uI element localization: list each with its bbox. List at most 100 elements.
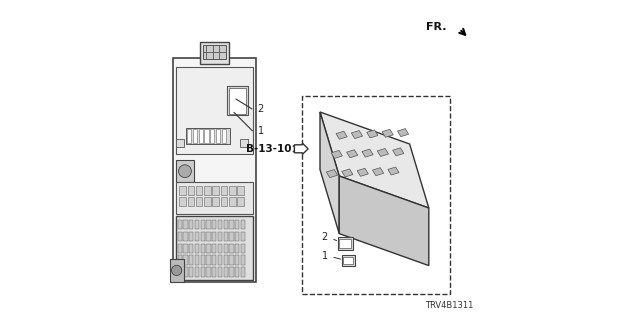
Bar: [189, 255, 193, 265]
Bar: [212, 186, 219, 195]
Polygon shape: [320, 112, 429, 208]
Bar: [212, 232, 216, 241]
Bar: [218, 255, 222, 265]
Bar: [195, 244, 199, 253]
Bar: [206, 267, 211, 277]
Polygon shape: [320, 112, 339, 234]
Text: 2: 2: [258, 104, 264, 114]
Bar: [178, 232, 182, 241]
Polygon shape: [326, 170, 338, 178]
Bar: [218, 232, 222, 241]
Bar: [230, 244, 234, 253]
Bar: [236, 255, 239, 265]
Bar: [241, 220, 245, 229]
Polygon shape: [367, 130, 378, 138]
Bar: [218, 220, 222, 229]
Circle shape: [179, 165, 191, 178]
Bar: [240, 139, 248, 147]
Bar: [237, 186, 244, 195]
Bar: [204, 45, 226, 59]
Bar: [236, 244, 239, 253]
Bar: [212, 255, 216, 265]
Bar: [189, 220, 193, 229]
Polygon shape: [378, 148, 388, 156]
Polygon shape: [357, 168, 369, 176]
Polygon shape: [388, 167, 399, 175]
Bar: [212, 267, 216, 277]
Bar: [206, 255, 211, 265]
Text: 2: 2: [322, 232, 328, 243]
Bar: [188, 186, 194, 195]
Bar: [342, 255, 355, 266]
Bar: [176, 160, 193, 182]
Bar: [237, 197, 244, 206]
Bar: [195, 232, 199, 241]
Bar: [176, 216, 253, 280]
Bar: [212, 244, 216, 253]
Bar: [230, 267, 234, 277]
Polygon shape: [332, 150, 342, 158]
Bar: [339, 239, 351, 248]
Bar: [189, 232, 193, 241]
Bar: [206, 232, 211, 241]
Bar: [224, 232, 228, 241]
Bar: [170, 259, 184, 282]
Bar: [189, 267, 193, 277]
Polygon shape: [362, 149, 373, 157]
Bar: [187, 129, 191, 143]
Polygon shape: [351, 131, 363, 139]
Bar: [206, 220, 211, 229]
Polygon shape: [382, 129, 393, 137]
Bar: [241, 255, 245, 265]
Bar: [229, 88, 246, 114]
Bar: [201, 220, 205, 229]
Bar: [236, 232, 239, 241]
Bar: [176, 182, 253, 214]
Bar: [173, 58, 256, 282]
Bar: [204, 197, 211, 206]
Polygon shape: [336, 131, 348, 139]
Bar: [178, 267, 182, 277]
Polygon shape: [347, 150, 358, 158]
Bar: [196, 186, 202, 195]
Bar: [198, 129, 203, 143]
Bar: [205, 129, 209, 143]
Bar: [222, 129, 226, 143]
Bar: [204, 186, 211, 195]
Bar: [178, 255, 182, 265]
Bar: [184, 232, 188, 241]
Bar: [236, 267, 239, 277]
Bar: [188, 197, 194, 206]
Polygon shape: [397, 129, 409, 137]
Bar: [224, 244, 228, 253]
FancyArrow shape: [294, 143, 308, 155]
Bar: [176, 139, 184, 147]
Bar: [210, 129, 214, 143]
Bar: [224, 220, 228, 229]
Bar: [218, 244, 222, 253]
Bar: [178, 244, 182, 253]
Bar: [344, 257, 353, 264]
Bar: [229, 186, 236, 195]
Polygon shape: [393, 148, 404, 156]
Bar: [195, 267, 199, 277]
Bar: [201, 255, 205, 265]
Bar: [218, 267, 222, 277]
Bar: [184, 255, 188, 265]
Bar: [201, 232, 205, 241]
Bar: [221, 197, 227, 206]
Bar: [221, 186, 227, 195]
Text: B-13-10: B-13-10: [246, 144, 291, 154]
Bar: [241, 267, 245, 277]
Bar: [200, 42, 229, 64]
Bar: [206, 244, 211, 253]
Bar: [179, 197, 186, 206]
Bar: [241, 244, 245, 253]
Bar: [201, 244, 205, 253]
Bar: [241, 232, 245, 241]
Bar: [236, 220, 239, 229]
Bar: [179, 186, 186, 195]
Bar: [196, 197, 202, 206]
Bar: [338, 237, 353, 250]
Bar: [230, 255, 234, 265]
